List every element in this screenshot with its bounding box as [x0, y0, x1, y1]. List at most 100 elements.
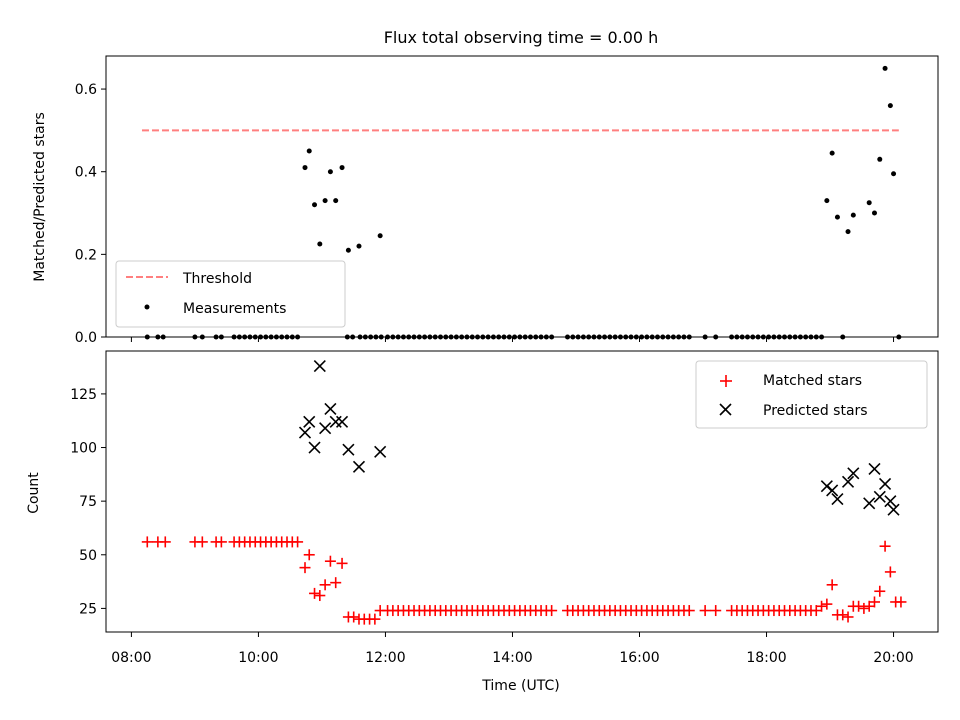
matched-star-point — [314, 590, 326, 602]
matched-star-point — [858, 602, 870, 614]
y-tick-label: 0.4 — [75, 165, 97, 181]
predicted-star-point — [324, 402, 337, 415]
top-y-axis-label: Matched/Predicted stars — [32, 112, 48, 282]
matched-star-point — [348, 611, 360, 623]
predicted-star-point — [308, 441, 321, 454]
bottom-y-axis-label: Count — [26, 472, 42, 514]
predicted-star-point — [884, 495, 897, 508]
y-tick-label: 0.6 — [75, 82, 97, 98]
x-tick-label: 08:00 — [111, 650, 151, 666]
matched-star-point — [292, 536, 304, 548]
measurement-point — [877, 156, 883, 162]
matched-star-point — [196, 536, 208, 548]
bottom-axes-frame — [105, 350, 939, 633]
matched-star-point — [683, 605, 695, 617]
predicted-star-point — [831, 492, 844, 506]
matched-star-point — [853, 600, 865, 612]
matched-star-point — [826, 579, 838, 591]
matched-star-point — [868, 596, 880, 608]
predicted-star-point — [847, 467, 860, 480]
measurement-point — [317, 241, 323, 247]
measurement-point — [377, 233, 383, 239]
top-plot-area — [141, 65, 902, 340]
x-tick-label: 20:00 — [873, 650, 913, 666]
chart-title: Flux total observing time = 0.00 h — [384, 28, 659, 47]
legend-matched-label: Matched stars — [763, 373, 862, 389]
legend-measurements-label: Measurements — [183, 301, 286, 317]
top-axes-frame — [105, 55, 939, 338]
predicted-star-point — [374, 445, 387, 458]
legend-measurements-swatch — [144, 304, 150, 310]
matched-star-point — [369, 613, 381, 625]
legend-predicted-label: Predicted stars — [763, 403, 868, 419]
y-tick-label: 50 — [79, 548, 97, 564]
y-tick-label: 75 — [79, 494, 97, 510]
bottom-y-ticks: 25 50 75 100 125 — [70, 387, 106, 617]
top-legend: Threshold Measurements — [115, 260, 346, 328]
measurement-point — [850, 212, 856, 218]
measurement-point — [834, 214, 840, 220]
measurement-point — [887, 103, 893, 109]
matched-star-point — [309, 587, 321, 599]
matched-star-point — [330, 577, 342, 589]
matched-star-point — [821, 598, 833, 610]
matched-star-point — [699, 605, 711, 617]
predicted-star-point — [313, 359, 326, 373]
measurement-point — [824, 198, 830, 204]
matched-star-point — [141, 536, 153, 548]
matched-star-point — [159, 536, 171, 548]
measurement-point — [866, 200, 872, 206]
matched-star-point — [895, 596, 907, 608]
measurement-point — [312, 202, 318, 208]
x-tick-label: 16:00 — [619, 650, 659, 666]
y-tick-label: 125 — [70, 387, 97, 403]
top-x-ticks — [130, 337, 895, 342]
predicted-star-point — [352, 460, 366, 473]
y-tick-label: 25 — [79, 601, 97, 617]
matched-star-point — [874, 585, 886, 597]
x-axis-label: Time (UTC) — [481, 678, 559, 694]
y-tick-label: 0.0 — [75, 330, 97, 346]
bottom-x-ticks: 08:00 10:00 12:00 14:00 16:00 18:00 20:00 — [111, 632, 914, 666]
predicted-star-point — [841, 475, 855, 488]
measurement-point — [327, 169, 333, 175]
measurement-point — [882, 65, 888, 71]
x-tick-label: 14:00 — [492, 650, 532, 666]
measurement-point — [333, 198, 339, 204]
predicted-star-point — [298, 426, 312, 439]
matched-star-point — [816, 600, 828, 612]
predicted-star-point — [879, 477, 892, 491]
predicted-star-point — [873, 490, 886, 503]
measurement-point — [302, 165, 308, 171]
matched-star-point — [546, 605, 558, 617]
matched-star-point — [299, 562, 311, 574]
x-tick-label: 10:00 — [238, 650, 278, 666]
predicted-star-point — [303, 415, 316, 428]
x-tick-label: 12:00 — [365, 650, 405, 666]
matched-star-point — [336, 557, 348, 569]
matched-star-point — [879, 540, 891, 552]
top-y-ticks: 0.0 0.2 0.4 0.6 — [75, 82, 106, 346]
legend-matched-swatch — [720, 375, 732, 387]
matched-star-point — [884, 566, 896, 578]
predicted-star-point — [863, 497, 876, 510]
x-tick-label: 18:00 — [746, 650, 786, 666]
matched-star-point — [215, 536, 227, 548]
y-tick-label: 0.2 — [75, 247, 97, 263]
bottom-plot-area — [141, 359, 907, 625]
bottom-legend: Matched stars Predicted stars — [695, 360, 928, 429]
measurement-point — [829, 150, 835, 156]
legend-threshold-label: Threshold — [182, 271, 252, 287]
predicted-star-point — [868, 462, 881, 476]
measurement-point — [306, 148, 312, 154]
matched-star-point — [837, 609, 849, 621]
predicted-star-point — [319, 422, 332, 435]
matched-star-point — [319, 579, 331, 591]
y-tick-label: 100 — [70, 441, 97, 457]
measurement-point — [845, 229, 851, 235]
measurement-point — [891, 171, 897, 177]
measurement-point — [356, 243, 362, 249]
measurement-point — [322, 198, 328, 204]
matched-star-point — [710, 605, 722, 617]
